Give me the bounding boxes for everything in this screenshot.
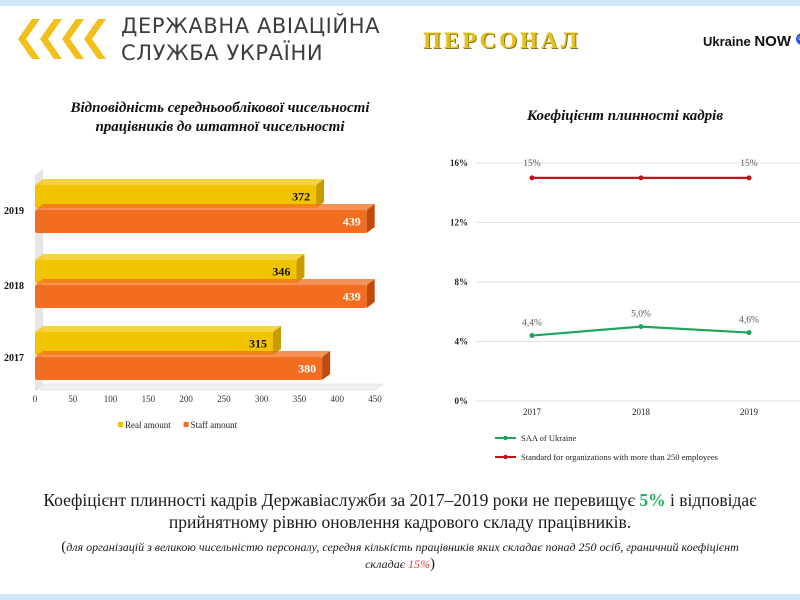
bar-top-face (35, 179, 325, 185)
bar-x-tick-label: 50 (68, 394, 78, 404)
line-point (638, 175, 644, 181)
bar-x-tick-label: 150 (142, 394, 156, 404)
bar-chart: 2019 372 439 2018 346 439 2017 315 380 0 50 100 150 2… (4, 169, 384, 430)
bar-x-tick-label: 350 (293, 394, 307, 404)
brand-badge: ua (795, 33, 800, 45)
line-x-tick-label: 2019 (740, 407, 759, 417)
line-x-tick-label: 2018 (632, 407, 651, 417)
line-legend-label: SAA of Ukraine (521, 433, 576, 443)
bar (35, 210, 367, 233)
line-x-tick-label: 2017 (523, 407, 542, 417)
conclusion-after: і відповідає прийнятному рівню оновлення… (168, 490, 757, 532)
line-data-label: 5,0% (631, 310, 651, 320)
bar-top-face (35, 254, 305, 260)
footnote: (для організацій з великою чисельністю п… (40, 539, 760, 573)
bar (35, 357, 323, 380)
brand-now: NOW (754, 33, 791, 50)
line-data-label: 15% (523, 159, 541, 169)
bar-legend-swatch (183, 422, 189, 427)
bar-x-tick-label: 200 (179, 394, 193, 404)
bottom-border (0, 594, 800, 600)
line-legend-label: Standard for organizations with more tha… (521, 452, 718, 462)
bar-chart-title: Відповідність середньооблікової чисельно… (30, 99, 410, 137)
bar-category-label: 2017 (4, 353, 24, 364)
bar (35, 332, 273, 355)
line-data-label: 4,4% (522, 319, 542, 329)
line-point (529, 333, 535, 339)
line-y-tick-label: 8% (455, 277, 469, 287)
organization-name-line2: СЛУЖБА УКРАЇНИ (121, 41, 324, 65)
bar-chart-floor (34, 383, 384, 391)
logo-chevron (84, 19, 106, 59)
line-data-label: 4,6% (739, 316, 759, 326)
bar-x-tick-label: 100 (104, 394, 118, 404)
bar-top-face (35, 204, 375, 210)
bar-end-face (296, 254, 305, 283)
page-title: ПЕРСОНАЛ (423, 28, 581, 53)
chevron-logo-icon (18, 19, 106, 59)
bar (35, 285, 367, 308)
bar-value-label: 380 (298, 362, 316, 376)
line-y-tick-label: 0% (455, 396, 469, 406)
bar-x-tick-label: 450 (368, 394, 382, 404)
bar-top-face (35, 351, 331, 357)
line-y-tick-label: 4% (455, 337, 469, 347)
line-data-label: 15% (740, 159, 758, 169)
bar (35, 260, 297, 283)
conclusion-text: Коефіцієнт плинності кадрів Державіаслуж… (20, 489, 780, 533)
line-y-tick-label: 16% (450, 158, 468, 168)
ukraine-now-logo: Ukraine NOW ua (703, 33, 800, 50)
bar-chart-title-line2: працівників до штатної чисельності (95, 119, 345, 135)
bar-category-label: 2019 (4, 206, 24, 217)
bar-top-face (35, 279, 375, 285)
bar-end-face (322, 351, 331, 380)
logo-chevron (62, 19, 84, 59)
top-border (0, 0, 800, 6)
line-legend-marker (503, 454, 508, 460)
bar-x-tick-label: 0 (33, 394, 38, 404)
bar-category-label: 2018 (4, 281, 24, 292)
bar-end-face (366, 279, 375, 308)
line-legend-marker (503, 435, 508, 441)
line-point (529, 175, 535, 181)
line-point (746, 330, 752, 336)
bar-end-face (273, 326, 281, 355)
bar-top-face (35, 326, 281, 332)
bar-legend-label: Staff amount (191, 420, 238, 430)
footnote-open-paren: ( (61, 539, 67, 555)
bar-legend-label: Real amount (125, 420, 171, 430)
footnote-value: 15% (407, 557, 430, 571)
organization-name-line1: ДЕРЖАВНА АВІАЦІЙНА (121, 14, 381, 38)
bar (35, 185, 317, 208)
conclusion-highlight: 5% (639, 490, 666, 510)
logo-chevron (40, 19, 62, 59)
line-chart: 0% 4% 8% 12% 16% 2017 2018 2019 4,4% 5,0% 4,6% 15% 1… (450, 158, 800, 462)
bar-value-label: 315 (249, 337, 267, 351)
line-chart-title: Коефіцієнт плинності кадрів (526, 108, 724, 124)
bar-value-label: 439 (343, 290, 361, 304)
bar-legend-swatch (118, 422, 123, 427)
bar-chart-title-line1: Відповідність середньооблікової чисельно… (70, 100, 370, 116)
bar-x-tick-label: 250 (217, 394, 231, 404)
footnote-text: для організацій з великою чисельністю пе… (66, 540, 739, 571)
line-point (638, 324, 644, 330)
logo-chevron (18, 19, 40, 59)
bar-end-face (316, 179, 325, 208)
bar-value-label: 439 (343, 215, 361, 229)
bar-value-label: 346 (272, 265, 290, 279)
brand-text: Ukraine (703, 34, 751, 49)
conclusion-before: Коефіцієнт плинності кадрів Державіаслуж… (43, 490, 640, 510)
bar-end-face (366, 204, 375, 233)
organization-name: ДЕРЖАВНА АВІАЦІЙНА СЛУЖБА УКРАЇНИ (121, 13, 380, 67)
footnote-close-paren: ) (429, 556, 435, 572)
bar-x-tick-label: 300 (255, 394, 269, 404)
bar-x-tick-label: 400 (330, 394, 344, 404)
bar-value-label: 372 (292, 190, 310, 204)
line-y-tick-label: 12% (450, 218, 468, 228)
line-point (746, 175, 752, 181)
